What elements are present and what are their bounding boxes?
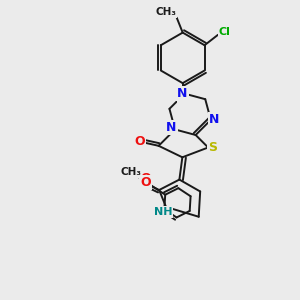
Text: N: N	[166, 122, 177, 134]
Text: O: O	[135, 135, 145, 148]
Text: O: O	[141, 176, 152, 189]
Text: N: N	[209, 113, 220, 126]
Text: N: N	[177, 87, 188, 100]
Text: NH: NH	[154, 207, 172, 217]
Text: CH₃: CH₃	[121, 167, 142, 177]
Text: O: O	[140, 172, 151, 184]
Text: N: N	[178, 90, 188, 103]
Text: CH₃: CH₃	[156, 8, 177, 17]
Text: Cl: Cl	[219, 27, 230, 38]
Text: S: S	[208, 141, 217, 154]
